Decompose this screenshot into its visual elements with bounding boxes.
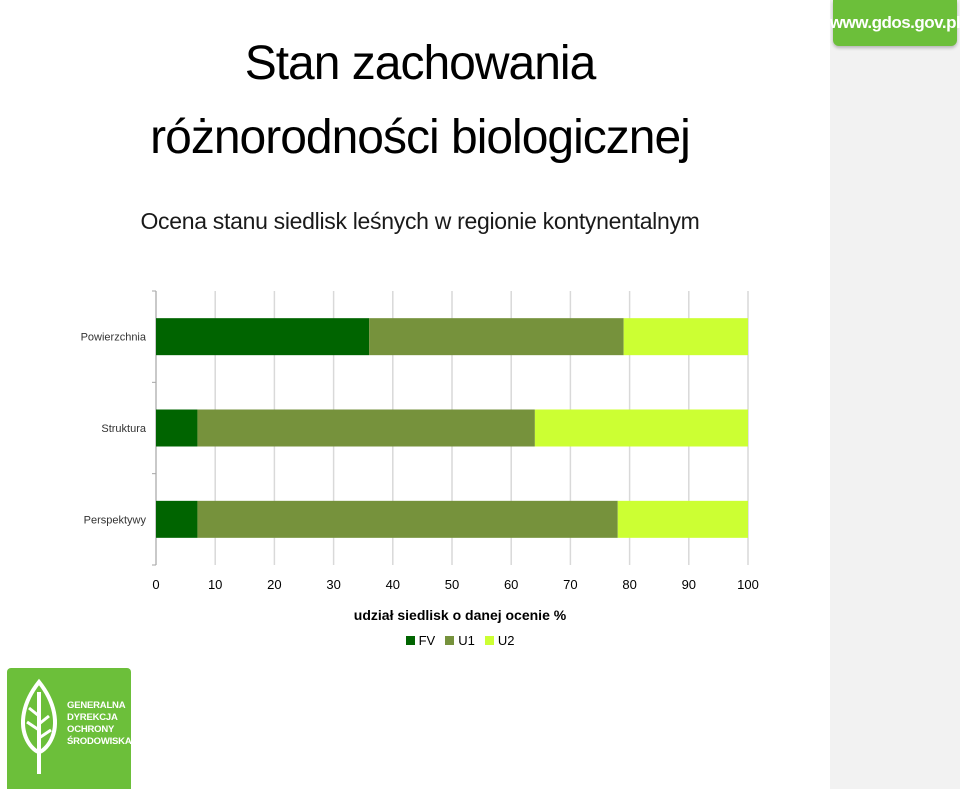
x-tick-label-30: 30	[326, 577, 340, 592]
bar-powierzchnia-u2	[623, 318, 748, 356]
legend-label-u2: U2	[497, 633, 515, 648]
right-decor-strip	[830, 0, 960, 789]
bar-perspektywy-u1	[197, 500, 618, 538]
url-badge: www.gdos.gov.pl	[830, 0, 960, 46]
x-tick-label-0: 0	[152, 577, 159, 592]
x-tick-label-40: 40	[386, 577, 400, 592]
x-tick-label-50: 50	[445, 577, 459, 592]
logo-line-3: OCHRONY	[67, 724, 115, 735]
logo-line-2: DYREKCJA	[67, 712, 118, 723]
x-tick-label-10: 10	[208, 577, 222, 592]
chart-legend: FV U1 U2	[0, 633, 920, 648]
legend-swatch-fv	[405, 636, 415, 645]
bar-struktura-u2	[534, 409, 748, 447]
page-title-line2: różnorodności biologicznej	[150, 111, 691, 164]
legend-label-u1: U1	[458, 633, 475, 648]
bar-perspektywy-fv	[156, 500, 198, 538]
legend-item-u2: U2	[484, 633, 515, 648]
x-tick-label-60: 60	[504, 577, 518, 592]
gdos-logo: GENERALNA DYREKCJA OCHRONY ŚRODOWISKA	[7, 668, 132, 789]
page-title-line1: Stan zachowania	[244, 37, 597, 90]
bar-powierzchnia-u1	[369, 318, 624, 356]
category-label-perspektywy: Perspektywy	[84, 514, 147, 526]
legend-item-fv: FV	[405, 633, 436, 648]
legend-swatch-u2	[484, 636, 494, 645]
x-tick-label-70: 70	[563, 577, 577, 592]
bar-struktura-u1	[197, 409, 535, 447]
category-label-struktura: Struktura	[101, 423, 147, 435]
chart-subtitle: Ocena stanu siedlisk leśnych w regionie …	[140, 208, 700, 234]
legend-item-u1: U1	[445, 633, 475, 648]
leaf-icon	[21, 678, 57, 774]
legend-label-fv: FV	[418, 633, 436, 648]
bar-perspektywy-u2	[617, 500, 748, 538]
category-label-powierzchnia: Powierzchnia	[81, 332, 147, 344]
logo-line-4: ŚRODOWISKA	[67, 736, 132, 747]
bar-powierzchnia-fv	[156, 318, 370, 356]
x-tick-label-80: 80	[622, 577, 636, 592]
bar-struktura-fv	[156, 409, 198, 447]
logo-line-1: GENERALNA	[67, 700, 126, 711]
x-axis-label: udział siedlisk o danej ocenie %	[353, 607, 567, 623]
x-tick-label-90: 90	[682, 577, 696, 592]
legend-swatch-u1	[445, 636, 455, 645]
logo-text: GENERALNA DYREKCJA OCHRONY ŚRODOWISKA	[67, 700, 132, 748]
x-tick-label-100: 100	[737, 577, 759, 592]
x-tick-label-20: 20	[267, 577, 281, 592]
